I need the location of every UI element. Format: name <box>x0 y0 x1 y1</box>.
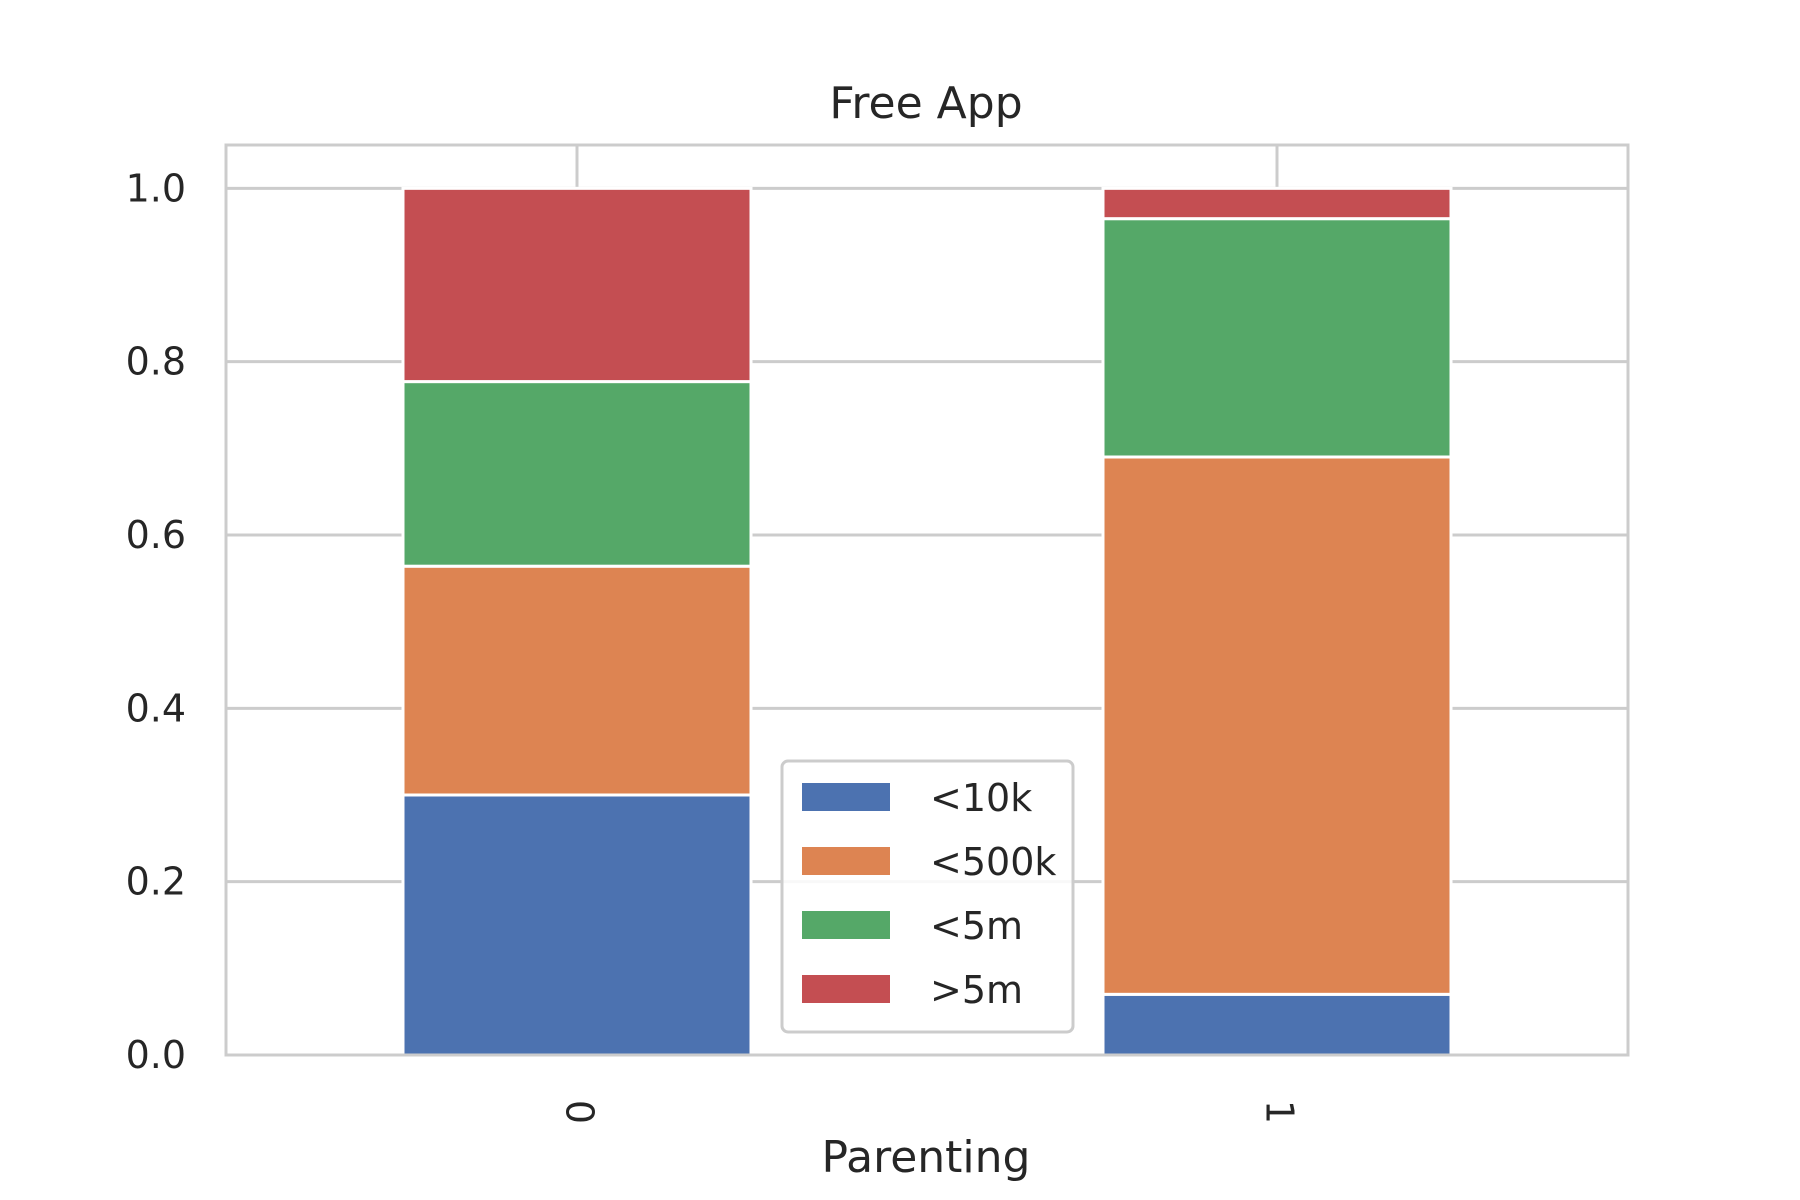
y-tick-label: 1.0 <box>126 166 186 210</box>
legend-label: <500k <box>930 840 1056 884</box>
y-tick-label: 0.8 <box>126 340 186 384</box>
legend-label: >5m <box>930 968 1023 1012</box>
x-axis-label: Parenting <box>822 1132 1031 1183</box>
x-tick-label: 0 <box>558 1100 602 1124</box>
chart-title: Free App <box>829 78 1022 129</box>
y-tick-label: 0.0 <box>126 1033 186 1077</box>
legend-swatch <box>802 783 890 811</box>
bar-segment-cat1-series2 <box>1101 217 1453 459</box>
y-axis-ticks: 0.0 0.2 0.4 0.6 0.8 1.0 <box>126 166 186 1077</box>
y-tick-label: 0.6 <box>126 513 186 557</box>
legend-swatch <box>802 911 890 939</box>
bar-segment-cat0-series1 <box>401 564 753 797</box>
bars <box>401 186 1453 1057</box>
bar-segment-cat1-series0 <box>1101 992 1453 1057</box>
legend-box <box>780 759 1075 1034</box>
legend: <10k <500k <5m >5m <box>780 759 1075 1034</box>
bar-segment-cat0-series3 <box>401 186 753 384</box>
plot-frame <box>224 143 1630 1057</box>
bar-segment-cat1-series1 <box>1101 455 1453 996</box>
bar-segment-cat1-series3 <box>1101 186 1453 221</box>
y-tick-label: 0.4 <box>126 686 186 730</box>
y-tick-label: 0.2 <box>126 860 186 904</box>
x-tick-label: 1 <box>1258 1100 1302 1124</box>
bar-segment-cat0-series0 <box>401 793 753 1057</box>
bar-segment-cat0-series2 <box>401 380 753 568</box>
legend-label: <10k <box>930 776 1032 820</box>
legend-label: <5m <box>930 904 1023 948</box>
legend-swatch <box>802 975 890 1003</box>
legend-swatch <box>802 847 890 875</box>
